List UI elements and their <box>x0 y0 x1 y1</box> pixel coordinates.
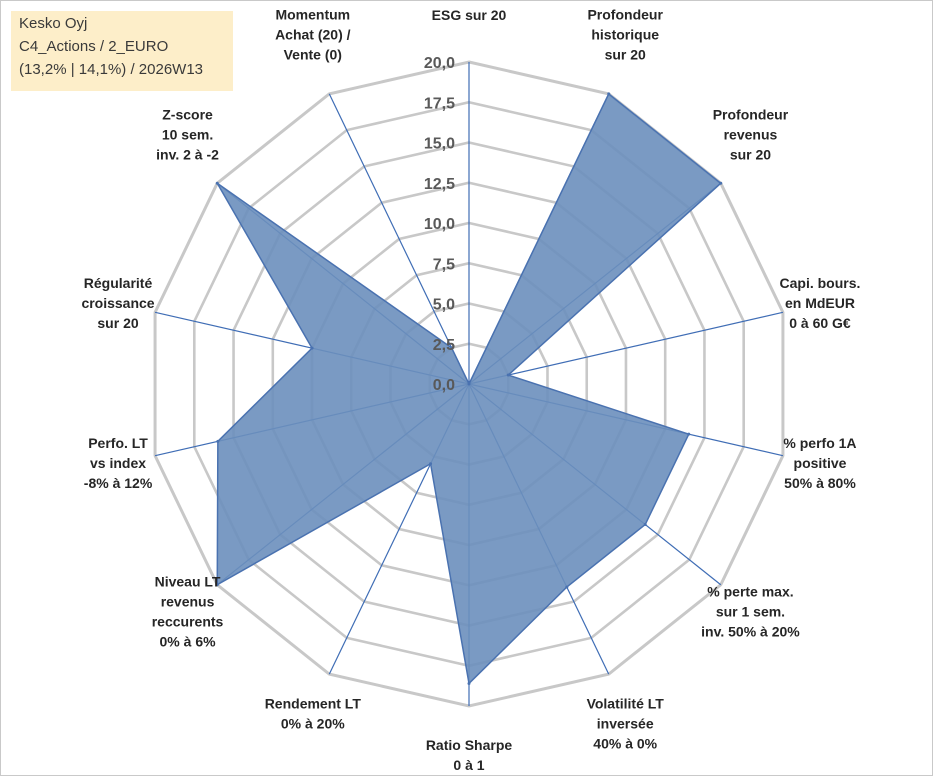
tick-label: 17,5 <box>424 95 455 112</box>
tick-label: 2,5 <box>433 337 455 354</box>
axis-label: Volatilité LT inversée 40% à 0% <box>587 695 665 751</box>
axis-label: NoteESG sur 20 <box>432 1 507 23</box>
axis-label: Momentum Achat (20) / Vente (0) <box>275 7 351 63</box>
series-point <box>643 523 647 527</box>
axis-label: Régularité croissance sur 20 <box>81 275 154 331</box>
tick-label: 10,0 <box>424 216 455 233</box>
series-point <box>216 439 220 443</box>
axis-spoke <box>328 93 470 385</box>
series-point <box>506 373 510 377</box>
axis-label: Z-score 10 sem. inv. 2 à -2 <box>156 107 219 163</box>
tick-label: 15,0 <box>424 136 455 153</box>
axis-label: % perfo 1A positive 50% à 80% <box>783 435 856 491</box>
axis-label: Ratio Sharpe 0 à 1 <box>426 737 513 773</box>
axis-label: Profondeur revenus sur 20 <box>713 107 789 163</box>
title-category: C4_Actions / 2_EURO <box>19 38 169 55</box>
title-company: Kesko Oyj <box>19 15 88 32</box>
axis-label: Perfo. LT vs index -8% à 12% <box>84 435 153 491</box>
series-point <box>215 181 219 185</box>
axis-label: Rendement LT 0% à 20% <box>265 695 362 731</box>
title-stats: (13,2% | 14,1%) / 2026W13 <box>19 61 203 78</box>
axis-label: Profondeur historique sur 20 <box>587 7 663 63</box>
series-point <box>467 382 471 386</box>
tick-label: 12,5 <box>424 176 455 193</box>
series-point <box>565 585 569 589</box>
series-point <box>687 432 691 436</box>
series-point <box>607 92 611 96</box>
series-point <box>719 181 723 185</box>
series-point <box>450 346 454 350</box>
series-point <box>467 681 471 685</box>
series-point <box>310 346 314 350</box>
tick-label: 0,0 <box>433 377 455 394</box>
axis-spoke <box>468 311 784 385</box>
title-box: Kesko Oyj C4_Actions / 2_EURO (13,2% | 1… <box>11 11 233 91</box>
axis-label: % perte max. sur 1 sem. inv. 50% à 20% <box>701 583 800 639</box>
tick-label: 7,5 <box>433 256 455 273</box>
series-point <box>429 462 433 466</box>
axis-label: Capi. bours. en MdEUR 0 à 60 G€ <box>780 275 861 331</box>
tick-label: 20,0 <box>424 55 455 72</box>
axis-label: Niveau LT revenus reccurents 0% à 6% <box>152 573 224 649</box>
series-point <box>215 583 219 587</box>
tick-label: 5,0 <box>433 297 455 314</box>
